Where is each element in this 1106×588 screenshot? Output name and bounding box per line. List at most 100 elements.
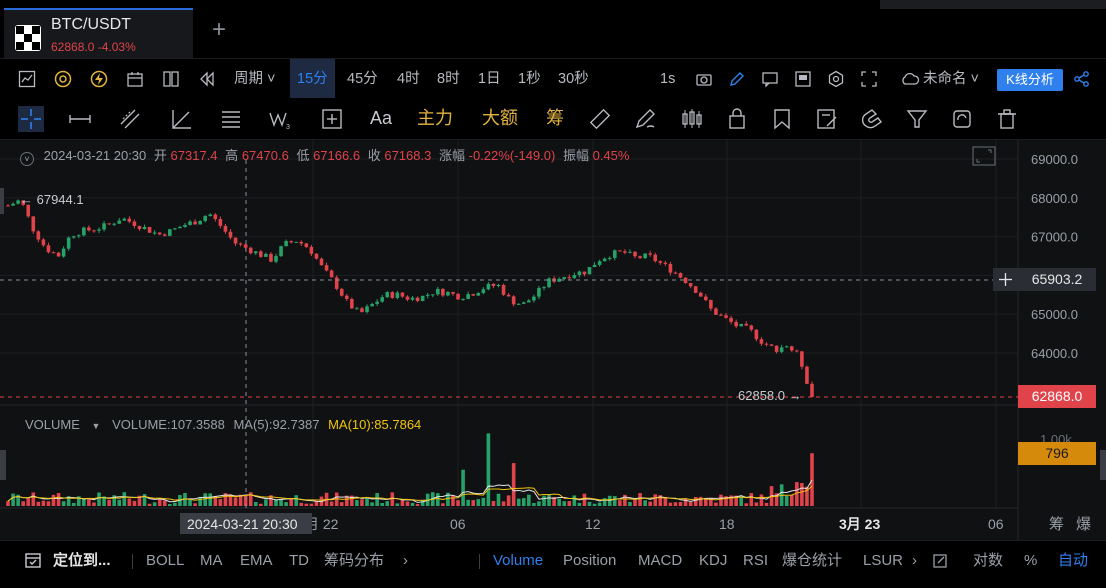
- pencil-icon[interactable]: [728, 70, 746, 88]
- speed-1s[interactable]: 1s: [660, 71, 676, 87]
- okx-logo-icon: [15, 25, 41, 51]
- volume-indicator-name[interactable]: VOLUME: [25, 417, 80, 432]
- parallel-channel-icon[interactable]: [118, 107, 142, 131]
- indicator-ma[interactable]: MA: [200, 552, 223, 569]
- interval-45m[interactable]: 45分: [347, 71, 378, 87]
- share-icon[interactable]: [1073, 70, 1091, 88]
- indicator-td[interactable]: TD: [289, 552, 309, 569]
- chart-type-icon[interactable]: [18, 70, 36, 88]
- camera-icon[interactable]: [695, 70, 713, 88]
- expand-icon[interactable]: [932, 553, 948, 569]
- interval-8h[interactable]: 8时: [437, 71, 460, 87]
- fibonacci-icon[interactable]: [219, 107, 243, 131]
- volume-bar: [638, 493, 642, 506]
- sub-indicator-macd[interactable]: MACD: [638, 552, 683, 569]
- gauge-icon[interactable]: [54, 70, 72, 88]
- main-force-tool[interactable]: 主力: [417, 108, 453, 128]
- layout-name-dropdown[interactable]: 未命名 ˅: [923, 71, 979, 87]
- candle-body: [678, 273, 683, 278]
- chart-area[interactable]: 69000.068000.067000.066000.065000.064000…: [0, 140, 1106, 540]
- volume-bar: [26, 498, 31, 506]
- percent-scale-toggle[interactable]: %: [1024, 552, 1038, 569]
- template-icon[interactable]: [794, 70, 812, 88]
- log-scale-toggle[interactable]: 对数: [973, 552, 1004, 569]
- locate-calendar-icon[interactable]: [24, 551, 42, 569]
- candle-body: [729, 317, 733, 322]
- chip-tool[interactable]: 筹: [546, 108, 564, 128]
- indicator-boll[interactable]: BOLL: [146, 552, 185, 569]
- sub-indicator-lsur[interactable]: LSUR: [863, 552, 904, 569]
- cloud-icon[interactable]: [900, 70, 920, 88]
- candle-body: [259, 251, 263, 257]
- candle-body: [805, 366, 809, 384]
- tab-btc-usdt[interactable]: BTC/USDT 62868.0 -4.03%: [4, 8, 193, 58]
- text-tool[interactable]: Aa: [370, 108, 393, 128]
- price-axis-label: 64000.0: [1031, 346, 1078, 361]
- replay-icon[interactable]: [198, 70, 216, 88]
- layout-icon[interactable]: [162, 70, 180, 88]
- candle-pattern-icon[interactable]: [680, 107, 704, 131]
- locate-button[interactable]: 定位到...: [53, 552, 111, 569]
- fullscreen-icon[interactable]: [860, 70, 878, 88]
- candle-body: [213, 214, 218, 220]
- crosshair-icon[interactable]: [18, 106, 44, 132]
- interval-30s[interactable]: 30秒: [558, 71, 589, 87]
- sub-indicator-more-icon[interactable]: ›: [912, 552, 917, 569]
- sub-indicator-liquidation[interactable]: 爆仓统计: [782, 552, 843, 569]
- bookmark-icon[interactable]: [770, 107, 794, 131]
- main-indicator-more-icon[interactable]: ›: [403, 552, 408, 569]
- horizontal-line-icon[interactable]: [68, 107, 92, 131]
- volume-bar: [451, 495, 455, 506]
- add-tab-icon[interactable]: +: [212, 16, 227, 43]
- settings-icon[interactable]: [827, 70, 845, 88]
- sync-icon[interactable]: [950, 107, 974, 131]
- measure-box-icon[interactable]: [320, 107, 344, 131]
- volume-dropdown-icon[interactable]: ▼: [91, 421, 101, 431]
- sub-indicator-volume[interactable]: Volume: [493, 552, 544, 569]
- sub-indicator-kdj[interactable]: KDJ: [699, 552, 728, 569]
- candlestick-chart[interactable]: 69000.068000.067000.066000.065000.064000…: [0, 140, 1106, 540]
- sub-indicator-rsi[interactable]: RSI: [743, 552, 769, 569]
- angle-tool-icon[interactable]: [170, 107, 194, 131]
- filter-icon[interactable]: [905, 107, 929, 131]
- volume-bar: [501, 501, 506, 506]
- interval-1d[interactable]: 1日: [478, 71, 501, 87]
- volume-bar: [673, 502, 678, 506]
- volume-bar: [410, 502, 415, 506]
- ruler-icon[interactable]: [588, 107, 612, 131]
- lock-icon[interactable]: [725, 107, 749, 131]
- large-order-tool[interactable]: 大额: [482, 108, 518, 128]
- period-dropdown[interactable]: 周期 ˅: [234, 71, 276, 87]
- ohlc-amplitude: 0.45%: [592, 148, 630, 163]
- volume-bar: [87, 498, 91, 506]
- brush-icon[interactable]: [633, 107, 657, 131]
- trash-icon[interactable]: [995, 107, 1019, 131]
- candle-body: [466, 294, 470, 299]
- volume-bar: [46, 501, 51, 506]
- collapse-legend-icon[interactable]: ˅: [20, 152, 34, 166]
- auto-scale-toggle[interactable]: 自动: [1058, 552, 1089, 569]
- magnet-icon[interactable]: [860, 107, 884, 131]
- tab-price-change: 62868.0 -4.03%: [51, 40, 136, 54]
- volume-bar: [395, 503, 400, 506]
- volume-bar: [784, 495, 789, 506]
- time-axis-right-label: 爆: [1076, 516, 1091, 533]
- volume-bar: [51, 494, 56, 506]
- candle-body: [486, 283, 491, 290]
- wave-pattern-icon[interactable]: 3: [268, 107, 292, 131]
- kline-analysis-button[interactable]: K线分析: [997, 69, 1063, 91]
- indicator-ema[interactable]: EMA: [240, 552, 273, 569]
- sub-indicator-position[interactable]: Position: [563, 552, 617, 569]
- interval-15m[interactable]: 15分: [290, 59, 335, 99]
- indicator-chip-distribution[interactable]: 筹码分布: [324, 552, 385, 569]
- volume-bar: [112, 495, 116, 506]
- volume-bar: [157, 498, 162, 506]
- calendar-icon[interactable]: [126, 70, 144, 88]
- left-scroll-handle: [0, 188, 4, 214]
- interval-4h[interactable]: 4时: [397, 71, 420, 87]
- comment-icon[interactable]: [761, 70, 779, 88]
- candle-body: [76, 235, 81, 237]
- flash-icon[interactable]: [90, 70, 108, 88]
- edit-doc-icon[interactable]: [815, 107, 839, 131]
- interval-1s[interactable]: 1秒: [518, 71, 541, 87]
